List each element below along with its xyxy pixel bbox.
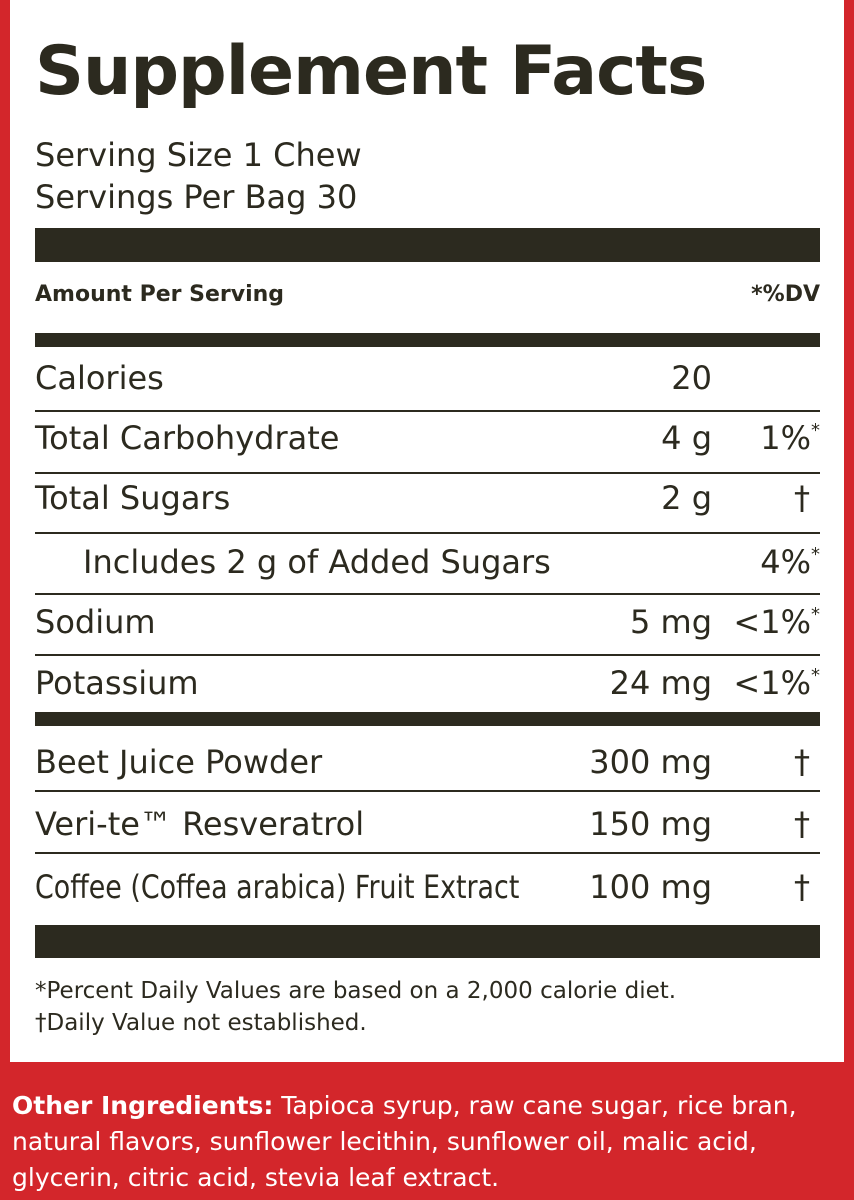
- nutrient-dv: <1%*: [733, 603, 820, 641]
- nutrient-dv: †: [794, 482, 810, 514]
- row-rule: [35, 852, 820, 854]
- serving-size: Serving Size 1 Chew: [35, 136, 362, 174]
- nutrient-amount: 150 mg: [589, 805, 712, 843]
- nutrient-dv: <1%*: [733, 664, 820, 702]
- nutrient-name: Potassium: [35, 664, 199, 702]
- divider: [35, 712, 820, 726]
- dv-value: 4%: [760, 543, 811, 581]
- row-rule: [35, 472, 820, 474]
- dv-value: †: [794, 868, 810, 906]
- nutrient-amount: 300 mg: [589, 743, 712, 781]
- dv-note: *: [811, 544, 820, 565]
- nutrient-amount: 4 g: [661, 419, 712, 457]
- row-rule: [35, 410, 820, 412]
- dv-header: *%DV: [751, 282, 820, 307]
- row-rule: [35, 532, 820, 534]
- nutrient-amount: 5 mg: [629, 603, 712, 641]
- nutrient-name: Total Carbohydrate: [35, 419, 340, 457]
- nutrient-dv: †: [794, 871, 810, 903]
- footnote: †Daily Value not established.: [35, 1010, 367, 1036]
- nutrient-name: Includes 2 g of Added Sugars: [83, 543, 551, 581]
- facts-panel: Supplement Facts Serving Size 1 Chew Ser…: [10, 0, 844, 1062]
- nutrient-name: Total Sugars: [35, 479, 231, 517]
- servings-per-container: Servings Per Bag 30: [35, 178, 358, 216]
- nutrient-amount: 24 mg: [609, 664, 712, 702]
- dv-note: *: [811, 665, 820, 686]
- other-ingredients: Other Ingredients: Tapioca syrup, raw ca…: [12, 1088, 842, 1196]
- dv-value: <1%: [733, 603, 811, 641]
- other-ingredients-text: Tapioca syrup, raw cane sugar, rice bran…: [12, 1091, 797, 1192]
- nutrient-amount: 20: [671, 359, 712, 397]
- dv-value: †: [794, 743, 810, 781]
- dv-value: <1%: [733, 664, 811, 702]
- divider: [35, 333, 820, 347]
- divider: [35, 228, 820, 262]
- nutrient-name: Coffee (Coffea arabica) Fruit Extract: [35, 868, 520, 906]
- nutrient-name: Calories: [35, 359, 164, 397]
- nutrient-dv: †: [794, 808, 810, 840]
- nutrient-name: Veri-te™ Resveratrol: [35, 805, 365, 843]
- footnote: *Percent Daily Values are based on a 2,0…: [35, 978, 677, 1004]
- other-ingredients-label: Other Ingredients:: [12, 1091, 274, 1120]
- nutrient-dv: 4%*: [760, 543, 820, 581]
- divider: [35, 925, 820, 958]
- nutrient-amount: 2 g: [661, 479, 712, 517]
- nutrient-amount: 100 mg: [589, 868, 712, 906]
- row-rule: [35, 654, 820, 656]
- nutrient-dv: 1%*: [760, 419, 820, 457]
- dv-value: †: [794, 479, 810, 517]
- title: Supplement Facts: [35, 32, 707, 111]
- nutrient-name: Sodium: [35, 603, 156, 641]
- row-rule: [35, 790, 820, 792]
- row-rule: [35, 593, 820, 595]
- dv-note: *: [811, 604, 820, 625]
- amount-header: Amount Per Serving: [35, 282, 285, 307]
- dv-note: *: [811, 420, 820, 441]
- dv-value: 1%: [760, 419, 811, 457]
- nutrient-name: Beet Juice Powder: [35, 743, 323, 781]
- nutrient-dv: †: [794, 746, 810, 778]
- dv-value: †: [794, 805, 810, 843]
